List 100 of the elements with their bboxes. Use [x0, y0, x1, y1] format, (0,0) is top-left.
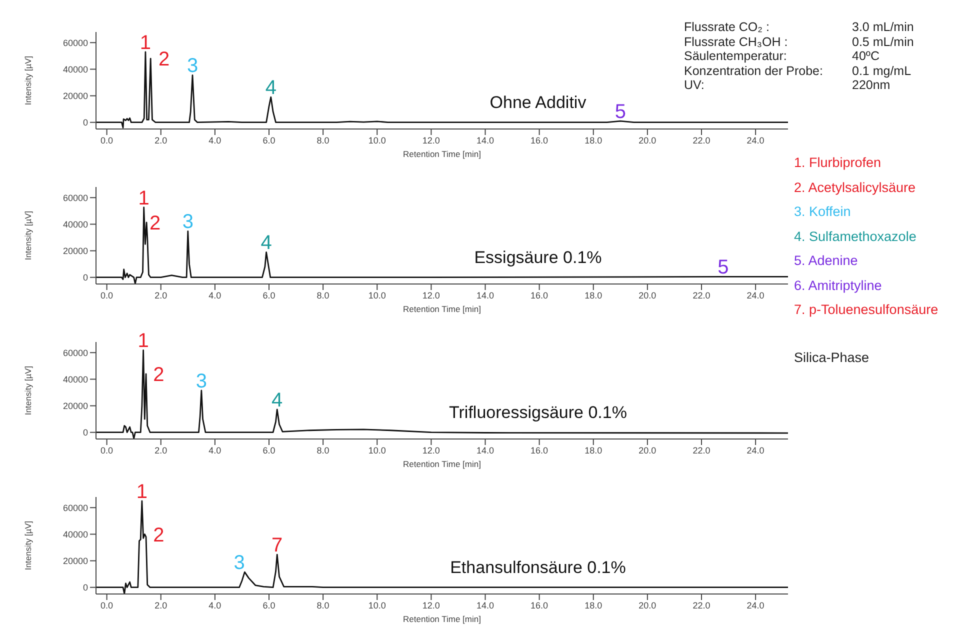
x-tick-label: 2.0 — [154, 290, 168, 300]
annotation: 4 — [272, 390, 283, 412]
text: Trifluoressigsäure 0.1% — [448, 403, 628, 423]
text: 0.5 mL/min — [852, 34, 914, 49]
x-tick-label: 18.0 — [584, 135, 602, 146]
text: 3.0 mL/min — [852, 20, 914, 34]
text: Ohne Additiv — [490, 93, 586, 112]
annotation: 4 — [265, 77, 276, 100]
annotation: 4 — [260, 232, 272, 254]
x-tick-label: 12.0 — [422, 290, 440, 300]
x-tick-label: 2.0 — [154, 600, 168, 610]
annotation: 1 — [136, 480, 148, 503]
x-tick-label: 24.0 — [746, 135, 764, 146]
x-tick-label: 4.0 — [208, 600, 222, 610]
category-label: 6. Amitriptyline — [794, 276, 883, 295]
y-tick-label: 20000 — [62, 556, 88, 566]
x-tick-label: 6.0 — [262, 135, 276, 146]
x-axis-title: Retention Time [min] — [403, 459, 481, 469]
x-tick-label: 14.0 — [476, 600, 494, 610]
x-tick-label: 2.0 — [154, 135, 168, 146]
annotation: Flussrate CO₂ : — [684, 20, 770, 34]
x-tick-label: 16.0 — [530, 135, 548, 146]
x-tick-label: 12.0 — [422, 445, 440, 456]
category-label: 3. Koffein — [794, 203, 852, 221]
annotation: 2 — [153, 524, 164, 546]
x-tick-label: 10.0 — [368, 135, 386, 146]
y-tick-label: 40000 — [62, 529, 88, 540]
text: Ethansulfonsäure 0.1% — [449, 558, 627, 578]
x-tick-label: 22.0 — [692, 600, 710, 610]
category-label: 2. Acetylsalicylsäure — [794, 178, 917, 197]
y-axis-title: Intensity [µV] — [23, 366, 34, 416]
text: Essigsäure 0.1% — [473, 248, 603, 268]
annotation: 5 — [614, 101, 626, 124]
x-axis-title: Retention Time [min] — [403, 149, 481, 159]
x-tick-label: 4.0 — [208, 445, 222, 456]
annotation: 3 — [234, 552, 245, 574]
x-tick-label: 16.0 — [530, 600, 548, 610]
annotation: 7 — [272, 534, 283, 557]
x-tick-label: 24.0 — [746, 290, 764, 300]
x-tick-label: 6.0 — [262, 445, 276, 456]
x-tick-label: 6.0 — [262, 290, 276, 300]
x-tick-label: 10.0 — [368, 600, 386, 610]
y-tick-label: 40000 — [62, 64, 88, 74]
annotation: 3 — [186, 55, 198, 78]
x-tick-label: 16.0 — [530, 290, 548, 300]
x-tick-label: 8.0 — [316, 135, 330, 146]
x-tick-label: 0.0 — [100, 445, 114, 456]
y-tick-label: 20000 — [62, 400, 88, 411]
line-series — [96, 500, 788, 594]
y-axis-title: Intensity [µV] — [23, 210, 34, 260]
annotation: Konzentration der Probe: — [684, 64, 824, 78]
annotation: 2 — [153, 364, 164, 386]
annotation: 1 — [140, 32, 152, 54]
annotation: Säulentemperatur: — [684, 49, 788, 64]
x-axis-title: Retention Time [min] — [403, 614, 481, 624]
x-axis-title: Retention Time [min] — [403, 304, 481, 314]
x-tick-label: 6.0 — [262, 600, 276, 610]
x-tick-label: 20.0 — [638, 600, 656, 610]
x-tick-label: 20.0 — [638, 445, 656, 456]
annotation: 2 — [150, 212, 161, 235]
x-tick-label: 4.0 — [208, 290, 222, 300]
y-tick-label: 0 — [82, 272, 88, 283]
y-tick-label: 0 — [82, 118, 88, 128]
category-label: 5. Adenine — [794, 252, 859, 270]
category-label: 1. Flurbiprofen — [794, 154, 882, 172]
x-tick-label: 12.0 — [422, 600, 440, 610]
x-tick-label: 10.0 — [368, 290, 386, 300]
x-tick-label: 22.0 — [692, 445, 710, 456]
text: Silica-Phase — [794, 350, 870, 365]
x-tick-label: 24.0 — [746, 445, 764, 456]
y-tick-label: 40000 — [62, 374, 88, 384]
x-tick-label: 0.0 — [100, 600, 114, 610]
y-tick-label: 20000 — [62, 246, 88, 256]
x-tick-label: 22.0 — [692, 135, 710, 146]
annotation: 1 — [138, 187, 150, 210]
x-tick-label: 24.0 — [746, 600, 764, 610]
category-label: 7. p-Toluenesulfonsäure — [794, 301, 938, 319]
x-tick-label: 16.0 — [530, 445, 548, 456]
x-tick-label: 18.0 — [584, 290, 602, 300]
x-tick-label: 18.0 — [584, 445, 602, 456]
annotation: 1 — [138, 330, 149, 352]
y-tick-label: 20000 — [62, 90, 88, 101]
text: 0.1 mg/mL — [852, 64, 912, 78]
y-tick-label: 60000 — [62, 192, 88, 203]
text: 220nm — [852, 78, 890, 92]
x-tick-label: 18.0 — [584, 600, 602, 610]
annotation: 3 — [182, 211, 194, 234]
y-axis-title: Intensity [µV] — [23, 56, 34, 106]
y-tick-label: 40000 — [62, 219, 88, 230]
x-tick-label: 20.0 — [638, 135, 656, 146]
x-tick-label: 10.0 — [368, 445, 386, 456]
x-tick-label: 20.0 — [638, 290, 656, 300]
x-tick-label: 14.0 — [476, 445, 494, 456]
x-tick-label: 8.0 — [316, 290, 330, 300]
y-tick-label: 0 — [82, 582, 88, 593]
y-axis-title: Intensity [µV] — [23, 520, 34, 570]
x-tick-label: 8.0 — [316, 600, 330, 610]
category-label: 4. Sulfamethoxazole — [794, 228, 918, 246]
y-tick-label: 60000 — [62, 38, 88, 48]
x-tick-label: 12.0 — [422, 135, 440, 146]
